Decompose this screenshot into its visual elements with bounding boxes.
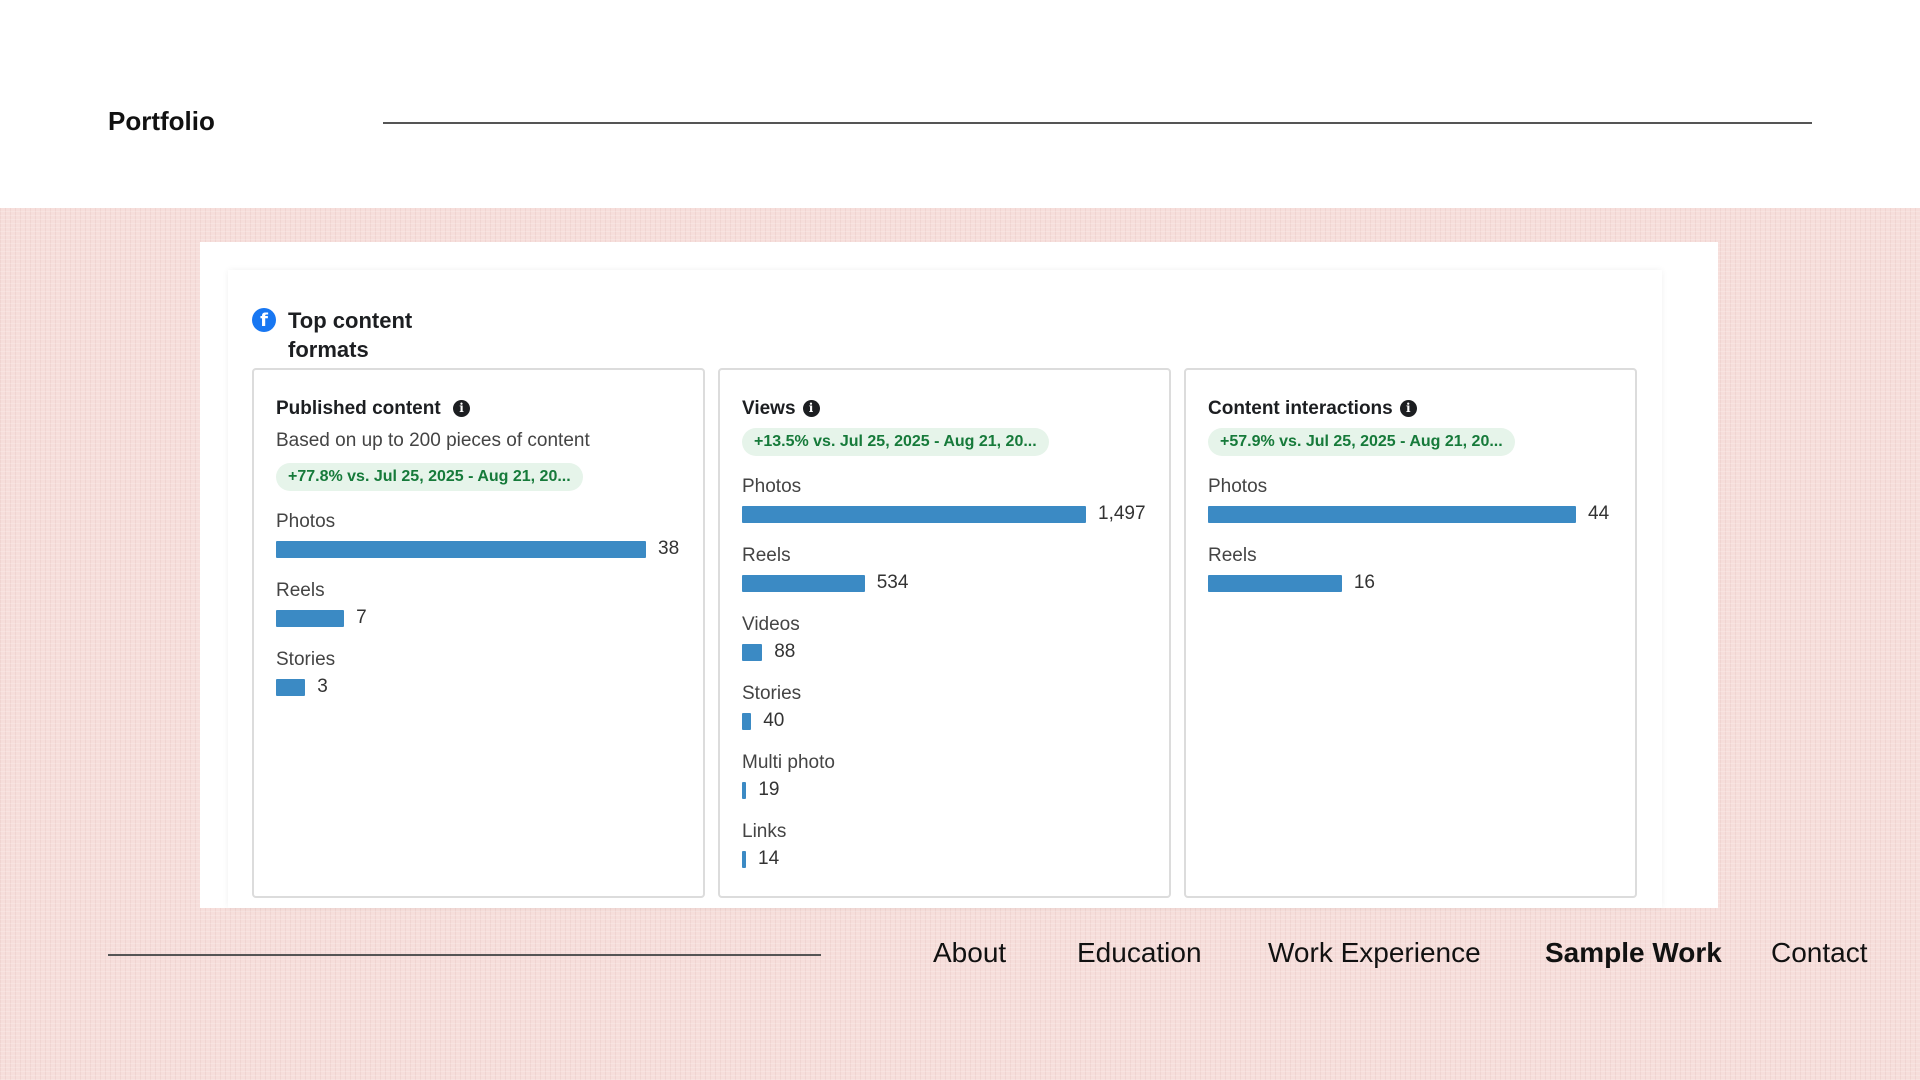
bar-label: Photos — [1208, 476, 1268, 497]
bar-value: 40 — [763, 710, 785, 731]
bar-value: 16 — [1353, 572, 1375, 593]
section-header: f Top content formats — [252, 306, 448, 364]
bar-row-links: Links 14 — [742, 820, 1146, 889]
bar-value: 14 — [758, 848, 780, 869]
bar — [1208, 574, 1342, 592]
bar-value: 1,497 — [1098, 503, 1146, 524]
bar-label: Stories — [276, 649, 336, 670]
bar-list: Photos 38 Reels 7 Stories 3 — [276, 510, 679, 717]
bar-track: 88 — [742, 641, 1146, 662]
bar-track: 40 — [742, 710, 1146, 731]
card-title: Content interactions — [1208, 398, 1393, 419]
bar-list: Photos 44 Reels 16 — [1208, 475, 1609, 613]
card-header: Content interactions i — [1208, 396, 1417, 422]
bar — [742, 643, 763, 661]
bar-row-reels: Reels 16 — [1208, 544, 1609, 613]
bar — [1208, 505, 1576, 523]
bar-track: 38 — [276, 538, 680, 559]
bar-value: 534 — [876, 572, 909, 593]
bar-value: 19 — [758, 779, 780, 800]
bar-list: Photos 1,497 Reels 534 Videos 88 Stories 40 Mult… — [742, 475, 1146, 889]
card-header: Views i — [742, 396, 820, 422]
bar-value: 3 — [317, 676, 328, 697]
info-icon[interactable]: i — [802, 400, 820, 417]
bar — [742, 850, 746, 868]
bar-value: 44 — [1588, 503, 1610, 524]
card-header: Published content i — [276, 396, 470, 422]
bar-row-videos: Videos 88 — [742, 613, 1146, 682]
info-icon[interactable]: i — [453, 400, 470, 417]
bar — [742, 574, 865, 592]
change-badge: +57.9% vs. Jul 25, 2025 - Aug 21, 20... — [1208, 428, 1515, 456]
bar-label: Reels — [742, 545, 791, 566]
bar — [276, 609, 345, 627]
change-badge: +77.8% vs. Jul 25, 2025 - Aug 21, 20... — [276, 463, 583, 491]
bar-track: 1,497 — [742, 503, 1146, 524]
bar-label: Reels — [1208, 545, 1257, 566]
screenshot-panel: f Top content formats Published content … — [200, 242, 1718, 908]
bar-label: Multi photo — [742, 752, 835, 773]
card-note: Based on up to 200 pieces of content — [276, 430, 590, 451]
bar — [276, 678, 306, 696]
bar-row-reels: Reels 7 — [276, 579, 679, 648]
bar-label: Links — [742, 821, 787, 842]
bar-row-photos: Photos 1,497 — [742, 475, 1146, 544]
bar-track: 3 — [276, 676, 679, 697]
section-title: Top content formats — [288, 308, 413, 362]
bar-label: Stories — [742, 683, 802, 704]
bar — [742, 505, 1086, 523]
card-title: Published content — [276, 398, 441, 419]
nav-education[interactable]: Education — [1077, 937, 1202, 968]
card-views: Views i +13.5% vs. Jul 25, 2025 - Aug 21… — [718, 368, 1171, 898]
bar-row-photos: Photos 38 — [276, 510, 679, 579]
bar-value: 88 — [774, 641, 796, 662]
bar-track: 16 — [1208, 572, 1609, 593]
footer-divider — [108, 954, 821, 956]
facebook-icon: f — [252, 308, 276, 332]
change-badge: +13.5% vs. Jul 25, 2025 - Aug 21, 20... — [742, 428, 1049, 456]
bar-value: 7 — [356, 607, 367, 628]
bar-label: Videos — [742, 614, 800, 635]
bar — [276, 540, 646, 558]
bar — [742, 781, 747, 799]
nav-sample-work[interactable]: Sample Work — [1545, 937, 1722, 968]
bar-row-stories: Stories 3 — [276, 648, 679, 717]
bar-track: 7 — [276, 607, 679, 628]
page-title: Portfolio — [108, 106, 215, 136]
bar — [742, 712, 752, 730]
card-content-interactions: Content interactions i +57.9% vs. Jul 25… — [1184, 368, 1637, 898]
bar-label: Reels — [276, 580, 325, 601]
nav-contact[interactable]: Contact — [1771, 937, 1868, 968]
bar-row-stories: Stories 40 — [742, 682, 1146, 751]
nav-about[interactable]: About — [933, 937, 1007, 968]
bar-value: 38 — [658, 538, 680, 559]
bar-track: 19 — [742, 779, 1146, 800]
bar-track: 534 — [742, 572, 1146, 593]
nav-work-experience[interactable]: Work Experience — [1268, 937, 1481, 968]
header-divider — [383, 122, 1812, 124]
card-title: Views — [742, 398, 796, 419]
bar-label: Photos — [276, 511, 336, 532]
bar-track: 14 — [742, 848, 1146, 869]
bar-row-multi-photo: Multi photo 19 — [742, 751, 1146, 820]
bar-row-reels: Reels 534 — [742, 544, 1146, 613]
card-published-content: Published content i Based on up to 200 p… — [252, 368, 705, 898]
bar-label: Photos — [742, 476, 802, 497]
info-icon[interactable]: i — [1399, 400, 1417, 417]
bar-track: 44 — [1208, 503, 1610, 524]
bar-row-photos: Photos 44 — [1208, 475, 1609, 544]
